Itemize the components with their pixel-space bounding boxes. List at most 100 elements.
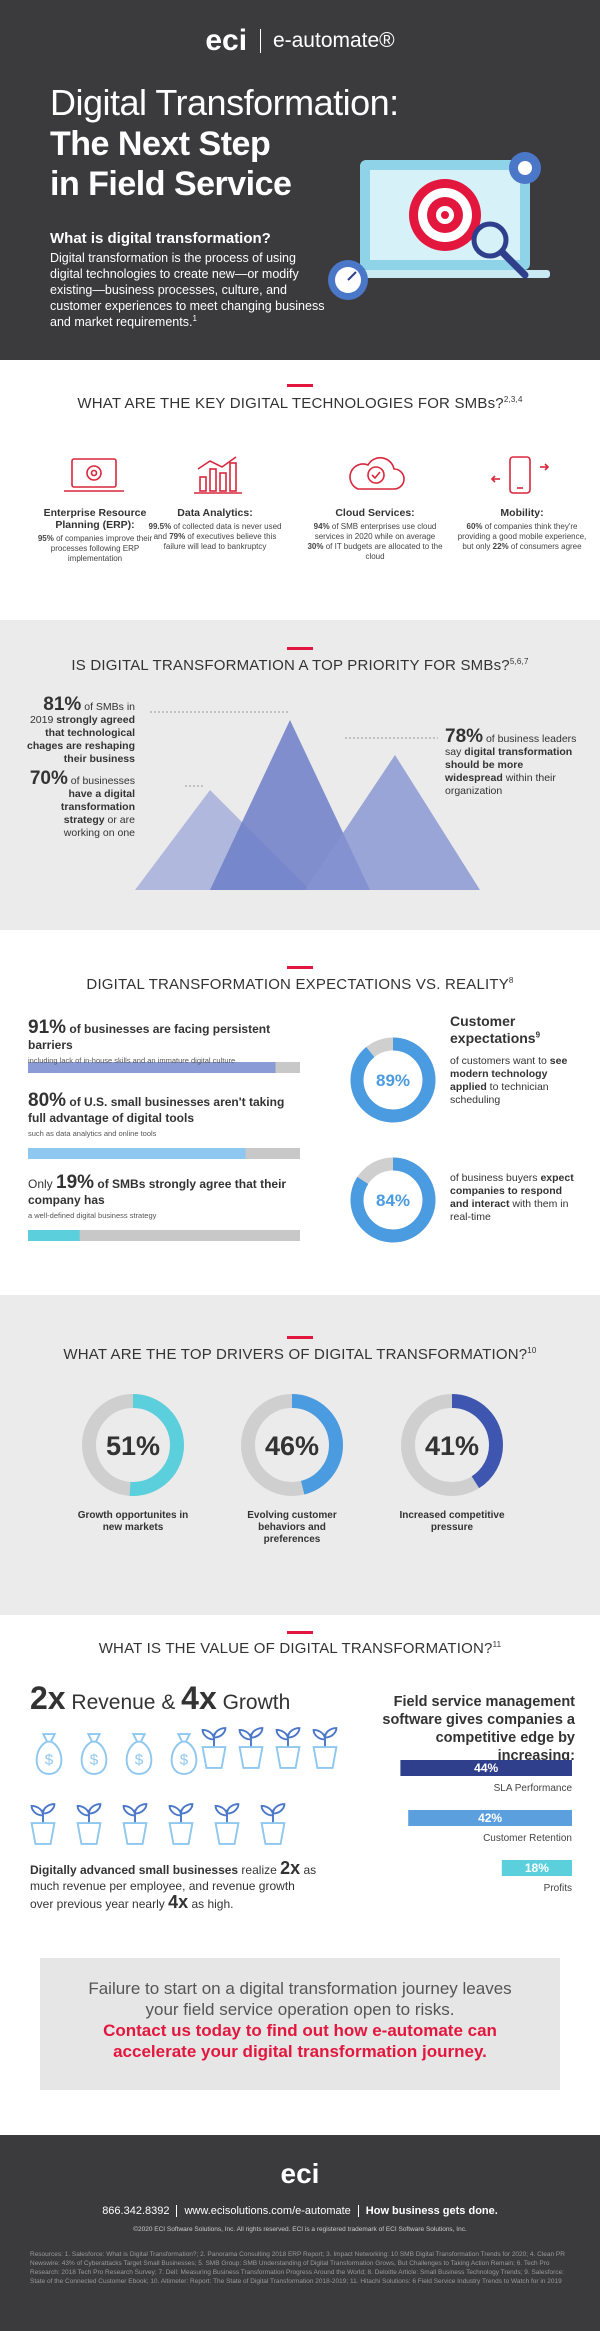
tech-body: 94% of SMB enterprises use cloud service… [307,522,443,562]
bar [28,1148,246,1159]
text-run: Revenue & [65,1691,182,1714]
text-run: expect companies to respond and interact [450,1172,574,1210]
donut-text: of customers want to see modern technolo… [450,1055,575,1107]
text-run: strongly agreed that technological chage… [27,714,135,765]
driver-caption: Growth opportunites in new markets [77,1510,189,1533]
contact-item: How business gets done. [357,2205,498,2217]
footnote: 2,3,4 [503,395,523,404]
text-run: 2x [30,1680,66,1716]
copyright: ©2020 ECI Software Solutions, Inc. All r… [133,2226,467,2233]
text-run: of businesses [67,775,135,787]
text: WHAT IS THE VALUE OF DIGITAL TRANSFORMAT… [98,1640,493,1657]
tech-title: Enterprise Resource Planning (ERP): [43,507,147,531]
text-run: of companies improve their processes fol… [50,534,153,563]
section-heading: WHAT ARE THE TOP DRIVERS OF DIGITAL TRAN… [0,1346,600,1363]
text-run: 79% [169,532,186,541]
divider [259,29,261,53]
gear [518,161,532,175]
footnote: 1 [192,313,197,323]
driver-caption: Evolving customer behaviors and preferen… [247,1510,337,1545]
cta-text: Failure to start on a digital transforma… [70,1978,530,2062]
logo: eci e-automate® [0,24,600,58]
footer [0,2135,600,2331]
donut-label: 46% [265,1431,319,1461]
triangle [305,755,480,890]
intro-paragraph: Digital transformation is the process of… [50,250,325,330]
stat: 81% of SMBs in 2019 strongly agreed that… [25,695,135,766]
mountains [135,711,480,890]
question: What is digital transformation? [50,230,271,247]
text-run: 95% [37,534,54,543]
resources: Resources: 1. Salesforce: What is Digita… [30,2251,565,2285]
contact-line: 866.342.8392 www.ecisolutions.com/e-autom… [0,2205,600,2217]
text-run: to technician scheduling [450,1081,549,1106]
triangle [210,720,370,890]
text: Customer expectations [450,1013,536,1046]
text-run: of consumers agree [508,542,582,551]
text-run: of U.S. small businesses aren't taking f… [28,1095,285,1125]
mobile-icon [490,456,550,494]
bar-note: including lack of in-house skills and an… [28,1056,236,1065]
illustration [328,152,550,300]
text-run: 94% [313,522,330,531]
text-run: or are working on one [63,814,135,839]
bar-name: SLA Performance [494,1783,573,1794]
section-heading: WHAT IS THE VALUE OF DIGITAL TRANSFORMAT… [0,1640,600,1657]
text-run: within their organization [445,772,556,797]
magnifier [498,248,529,279]
bar [501,1860,572,1876]
text-run: of SMB enterprises use cloud services in… [314,522,437,541]
accent [287,1336,313,1339]
text-run: see modern technology applied [450,1055,568,1093]
customer-title: Customer expectations9 [450,1013,590,1047]
footnote: 8 [508,976,514,985]
value-paragraph: Digitally advanced small businesses real… [30,1859,320,1912]
text-run: of IT budgets are allocated to the cloud [323,542,443,561]
footnote: 9 [535,1030,541,1040]
bar-name: Customer Retention [483,1833,572,1844]
driver-caption: Increased competitive pressure [399,1510,505,1533]
text-run: 99.5% [148,522,172,531]
text-run: 60% [466,522,483,531]
bar-label: 18% [525,1861,549,1875]
text-run: 70% [29,768,68,789]
footnote: 11 [492,1640,502,1649]
text-run: as high. [188,1897,234,1911]
cloud-icon [349,456,405,490]
cta-highlight: Contact us today to find out how e-autom… [103,2021,497,2061]
text-run: of SMBs strongly agree that their compan… [28,1177,287,1207]
donut-arc [350,1037,436,1123]
contact-item: www.ecisolutions.com/e-automate [176,2205,351,2217]
text-run: as much revenue per employee, and revenu… [30,1863,317,1911]
driver-marks: 51% 46% 41% [82,1394,503,1496]
tech-title: Cloud Services: [335,507,415,519]
text-run: of business leaders say [445,733,577,758]
text: Digital transformation is the process of… [50,251,325,329]
text: WHAT ARE THE TOP DRIVERS OF DIGITAL TRAN… [63,1346,528,1363]
growth-headline: 2x Revenue & 4x Growth [30,1680,290,1717]
bar-text: Only 19% of SMBs strongly agree that the… [28,1173,303,1208]
footnote: 5,6,7 [509,657,529,666]
target [441,211,449,219]
bar-track [28,1230,300,1241]
text-run: 4x [181,1680,217,1716]
tech-title: Data Analytics: [177,507,253,519]
tech-body: 95% of companies improve their processes… [27,534,163,564]
footnote: 10 [527,1346,537,1355]
text-run: 30% [307,542,324,551]
donut-arc [401,1394,503,1496]
text-run: 81% [43,694,82,715]
tech-item: Data Analytics: 99.5% of collected data i… [147,507,283,552]
bar-stat: 91% of businesses are facing persistent … [28,1017,303,1065]
text-run: of SMBs in 2019 [29,701,135,726]
accent [287,647,313,650]
bar [408,1810,572,1826]
donut-text: of business buyers expect companies to r… [450,1172,575,1224]
text: DIGITAL TRANSFORMATION EXPECTATIONS VS. … [86,976,509,993]
bar-name: Profits [544,1883,572,1894]
text-run: have a digital transformation strategy [60,788,135,826]
bar-label: 44% [474,1761,498,1775]
text-run: 91% [28,1017,67,1038]
